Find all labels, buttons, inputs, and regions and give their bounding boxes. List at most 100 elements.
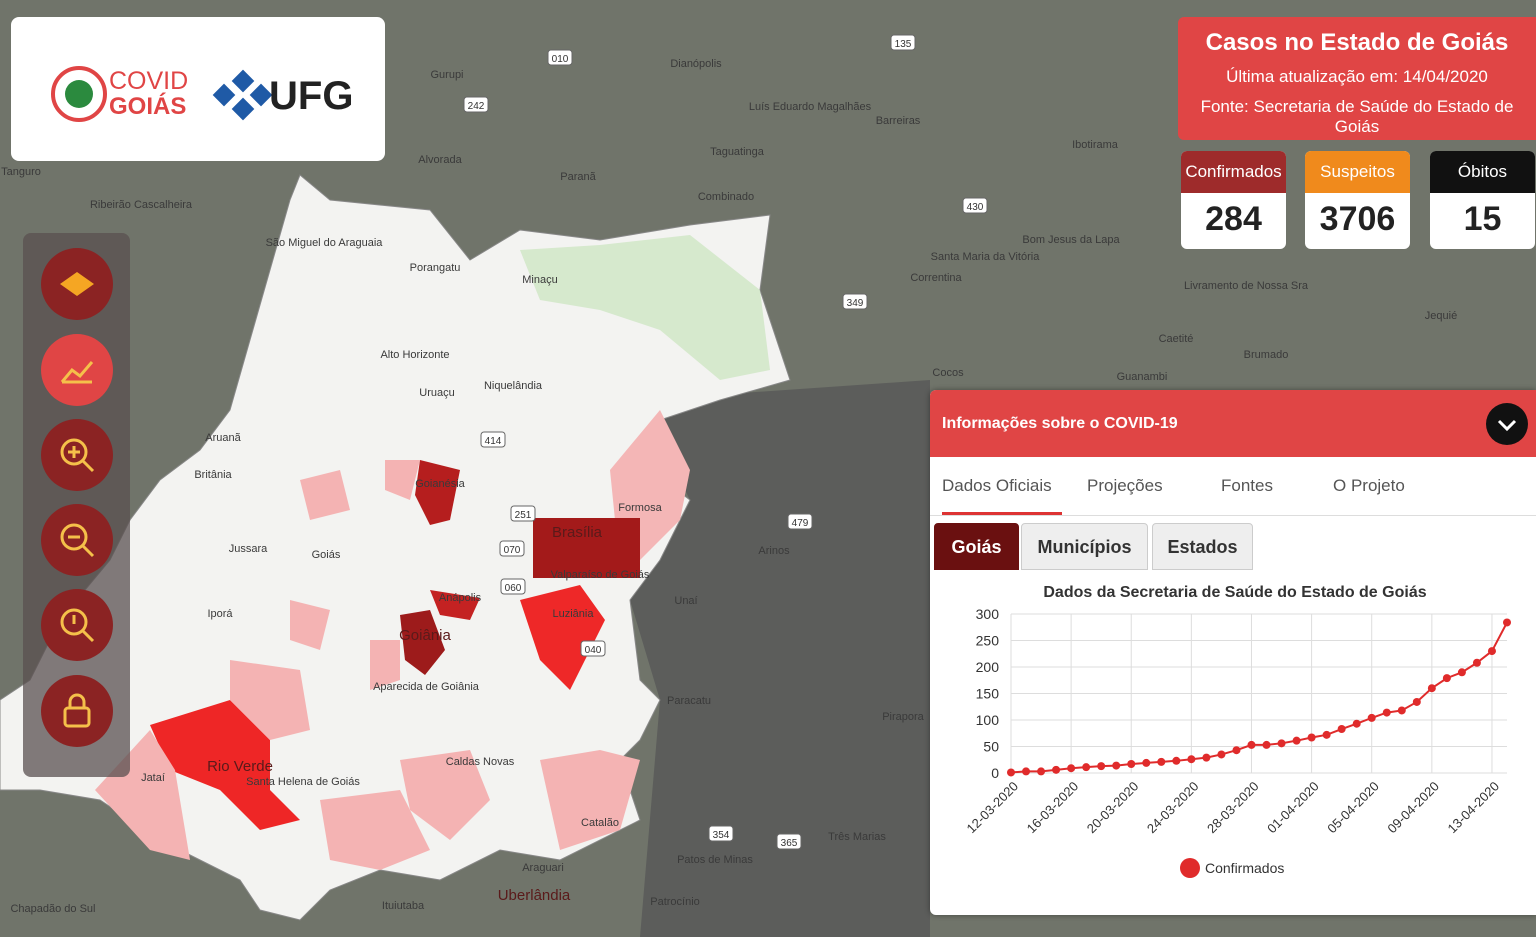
logo-text: UFG <box>269 74 353 118</box>
point <box>1367 713 1376 722</box>
stat-label: Óbitos <box>1430 151 1535 193</box>
road-shield <box>500 578 526 595</box>
stat-card: Óbitos 15 <box>1430 151 1535 249</box>
tool-button[interactable] <box>41 334 113 406</box>
tool-button[interactable] <box>41 589 113 661</box>
tool-button[interactable] <box>41 675 113 747</box>
tool-icon <box>60 523 95 558</box>
point <box>1247 740 1256 749</box>
place-label: São Miguel do Araguaia <box>266 237 384 249</box>
y-tick-label: 0 <box>991 765 999 781</box>
place-label: Santa Maria da Vitória <box>931 251 1041 263</box>
place-label: Goianésia <box>415 478 465 490</box>
logo-card: COVID GOIÁS UFG <box>11 17 385 161</box>
tool-icon <box>60 438 95 473</box>
subtab[interactable]: Municípios <box>1021 523 1148 570</box>
place-label: Valparaíso de Goiás <box>551 569 650 581</box>
y-tick-label: 300 <box>976 606 1000 622</box>
map-shade <box>630 380 930 937</box>
place-label: Catalão <box>581 817 619 829</box>
x-tick-label: 05-04-2020 <box>1324 779 1382 837</box>
place-label: Tanguro <box>1 166 41 178</box>
x-tick-label: 24-03-2020 <box>1144 779 1202 837</box>
place-label: Araguari <box>522 862 564 874</box>
point <box>1157 757 1166 766</box>
place-label: Chapadão do Sul <box>10 903 95 915</box>
road-shield <box>890 34 916 51</box>
logo-text: COVID <box>109 67 188 95</box>
summary-card: Casos no Estado de Goiás Última atualiza… <box>1178 17 1536 140</box>
place-label: Pirapora <box>882 711 924 723</box>
place-label: Jataí <box>141 772 165 784</box>
road-label: 479 <box>792 518 809 529</box>
subtab[interactable]: Goiás <box>934 523 1019 570</box>
point <box>1232 746 1241 755</box>
tool-icon <box>60 272 94 296</box>
place-label: Iporá <box>207 608 233 620</box>
place-label: Uruaçu <box>419 387 454 399</box>
place-label: Aparecida de Goiânia <box>373 681 480 693</box>
point <box>1412 697 1421 706</box>
place-label: Arinos <box>758 545 790 557</box>
point <box>1037 767 1046 776</box>
info-panel: Informações sobre o COVID-19 Dados Ofici… <box>930 390 1536 915</box>
stat-value: 15 <box>1463 200 1502 238</box>
point <box>1427 684 1436 693</box>
place-label: Brasília <box>552 524 603 541</box>
tab[interactable]: Dados Oficiais <box>942 457 1062 515</box>
place-label: Minaçu <box>522 274 557 286</box>
road-shield <box>787 513 813 530</box>
place-label: Alto Horizonte <box>380 349 449 361</box>
point <box>1067 764 1076 773</box>
tab[interactable]: Fontes <box>1221 476 1273 495</box>
municipality <box>400 750 490 840</box>
municipality <box>430 590 480 620</box>
x-tick-label: 28-03-2020 <box>1204 779 1262 837</box>
collapse-button[interactable] <box>1486 403 1528 445</box>
point <box>1337 725 1346 734</box>
point <box>1142 758 1151 767</box>
point <box>1487 647 1496 656</box>
x-tick-label: 20-03-2020 <box>1084 779 1142 837</box>
point <box>1262 740 1271 749</box>
y-tick-label: 200 <box>976 659 1000 675</box>
green-area <box>520 235 770 380</box>
stat-label: Suspeitos <box>1305 151 1410 193</box>
place-label: Livramento de Nossa Sra <box>1184 280 1309 292</box>
panel-header: Informações sobre o COVID-19 <box>930 390 1536 457</box>
place-label: Anápolis <box>439 592 482 604</box>
stat-label: Confirmados <box>1181 151 1286 193</box>
line <box>1010 622 1508 774</box>
road-shield <box>510 505 536 522</box>
tab[interactable]: Projeções <box>1087 476 1163 495</box>
municipality <box>95 730 190 860</box>
place-label: Luís Eduardo Magalhães <box>749 101 872 113</box>
road-label: 242 <box>468 101 485 112</box>
road-label: 365 <box>781 838 798 849</box>
municipality <box>540 750 640 850</box>
tabs: Dados Oficiais Projeções Fontes O Projeto <box>930 457 1536 516</box>
road-label: 430 <box>967 202 984 213</box>
place-label: Guanambi <box>1117 371 1168 383</box>
place-label: Paranã <box>560 171 596 183</box>
road-shield <box>580 640 606 657</box>
subtab[interactable]: Estados <box>1152 523 1253 570</box>
road-shield <box>776 833 802 850</box>
road-shield <box>842 293 868 310</box>
point <box>1292 736 1301 745</box>
place-label: Uberlândia <box>498 887 571 904</box>
tool-button[interactable] <box>41 419 113 491</box>
summary-source: Fonte: Secretaria de Saúde do Estado de … <box>1200 97 1514 136</box>
logo-icon <box>65 80 93 108</box>
point <box>1097 762 1106 771</box>
municipality <box>320 790 430 870</box>
tool-button[interactable] <box>41 504 113 576</box>
point <box>1457 668 1466 677</box>
place-label: Correntina <box>910 272 962 284</box>
tab[interactable]: O Projeto <box>1333 476 1405 495</box>
place-label: Niquelândia <box>484 380 543 392</box>
tool-icon <box>60 361 94 384</box>
place-label: Santa Helena de Goiás <box>246 776 360 788</box>
x-tick-label: 09-04-2020 <box>1384 779 1442 837</box>
